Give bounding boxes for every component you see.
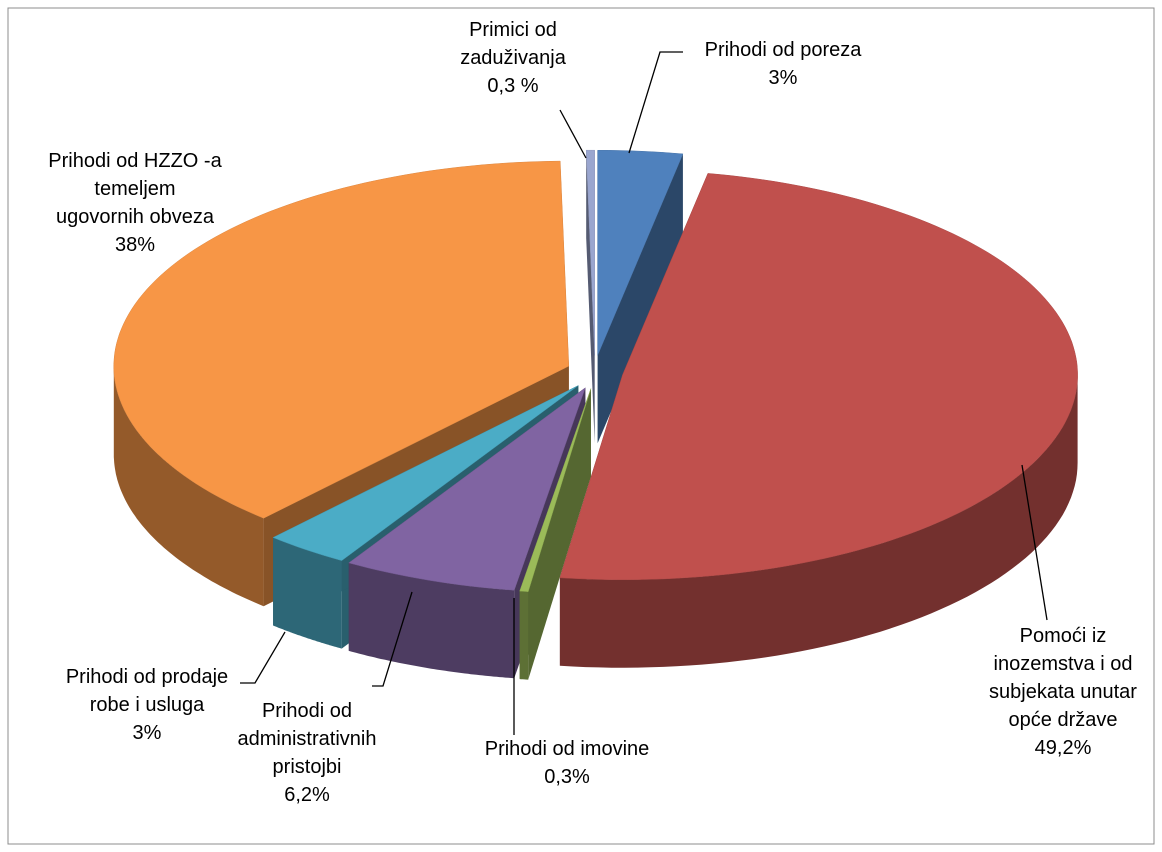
slice-outer-wall <box>273 537 342 649</box>
data-label: Prihodi od poreza 3% <box>653 36 913 92</box>
label-value: 0,3% <box>544 766 590 788</box>
data-label: Prihodi od administrativnih pristojbi 6,2… <box>177 697 437 809</box>
label-value: 6,2% <box>284 784 330 806</box>
label-name: Prihodi od poreza <box>704 39 862 61</box>
slice <box>272 385 579 561</box>
label-value: 3% <box>132 722 162 744</box>
data-label: Primici od zaduživanja 0,3 % <box>383 16 643 100</box>
label-name: Prihodi od HZZO -a temeljem ugovornih ob… <box>48 150 222 228</box>
leader-line <box>240 631 286 684</box>
leader-line <box>559 109 587 159</box>
label-value: 49,2% <box>1034 737 1092 759</box>
data-label: Prihodi od HZZO -a temeljem ugovornih ob… <box>5 147 265 259</box>
slice-outer-wall <box>348 562 515 679</box>
slice <box>519 388 592 592</box>
slice <box>597 150 684 356</box>
slice-tops <box>113 149 1078 592</box>
data-label: Prihodi od prodaje robe i usluga 3% <box>17 663 277 747</box>
label-value: 38% <box>114 234 156 256</box>
slice-radial-face <box>519 388 591 680</box>
label-name: Prihodi od administrativnih pristojbi <box>237 700 377 778</box>
slice <box>348 387 586 591</box>
leader-line <box>1021 464 1048 621</box>
label-name: Prihodi od prodaje robe i usluga <box>65 666 229 716</box>
slice <box>585 149 595 356</box>
slice-radial-face <box>597 153 683 444</box>
label-name: Primici od zaduživanja <box>460 19 566 69</box>
label-value: 3% <box>768 67 798 89</box>
data-label: Pomoći iz inozemstva i od subjekata unut… <box>933 622 1162 762</box>
slice <box>559 173 1078 580</box>
slice-outer-wall <box>559 374 1078 668</box>
label-name: Pomoći iz inozemstva i od subjekata unut… <box>989 625 1137 731</box>
slice-outer-wall <box>519 591 529 680</box>
frame <box>7 7 1155 845</box>
leader-line <box>372 591 413 687</box>
label-name: Prihodi od imovine <box>484 738 650 760</box>
slice-outer-wall <box>113 366 264 607</box>
data-label: Prihodi od imovine 0,3% <box>437 735 697 791</box>
slice-radial-face <box>586 150 595 444</box>
slice <box>113 160 570 519</box>
label-value: 0,3 % <box>487 75 539 97</box>
leader-line <box>628 51 683 154</box>
